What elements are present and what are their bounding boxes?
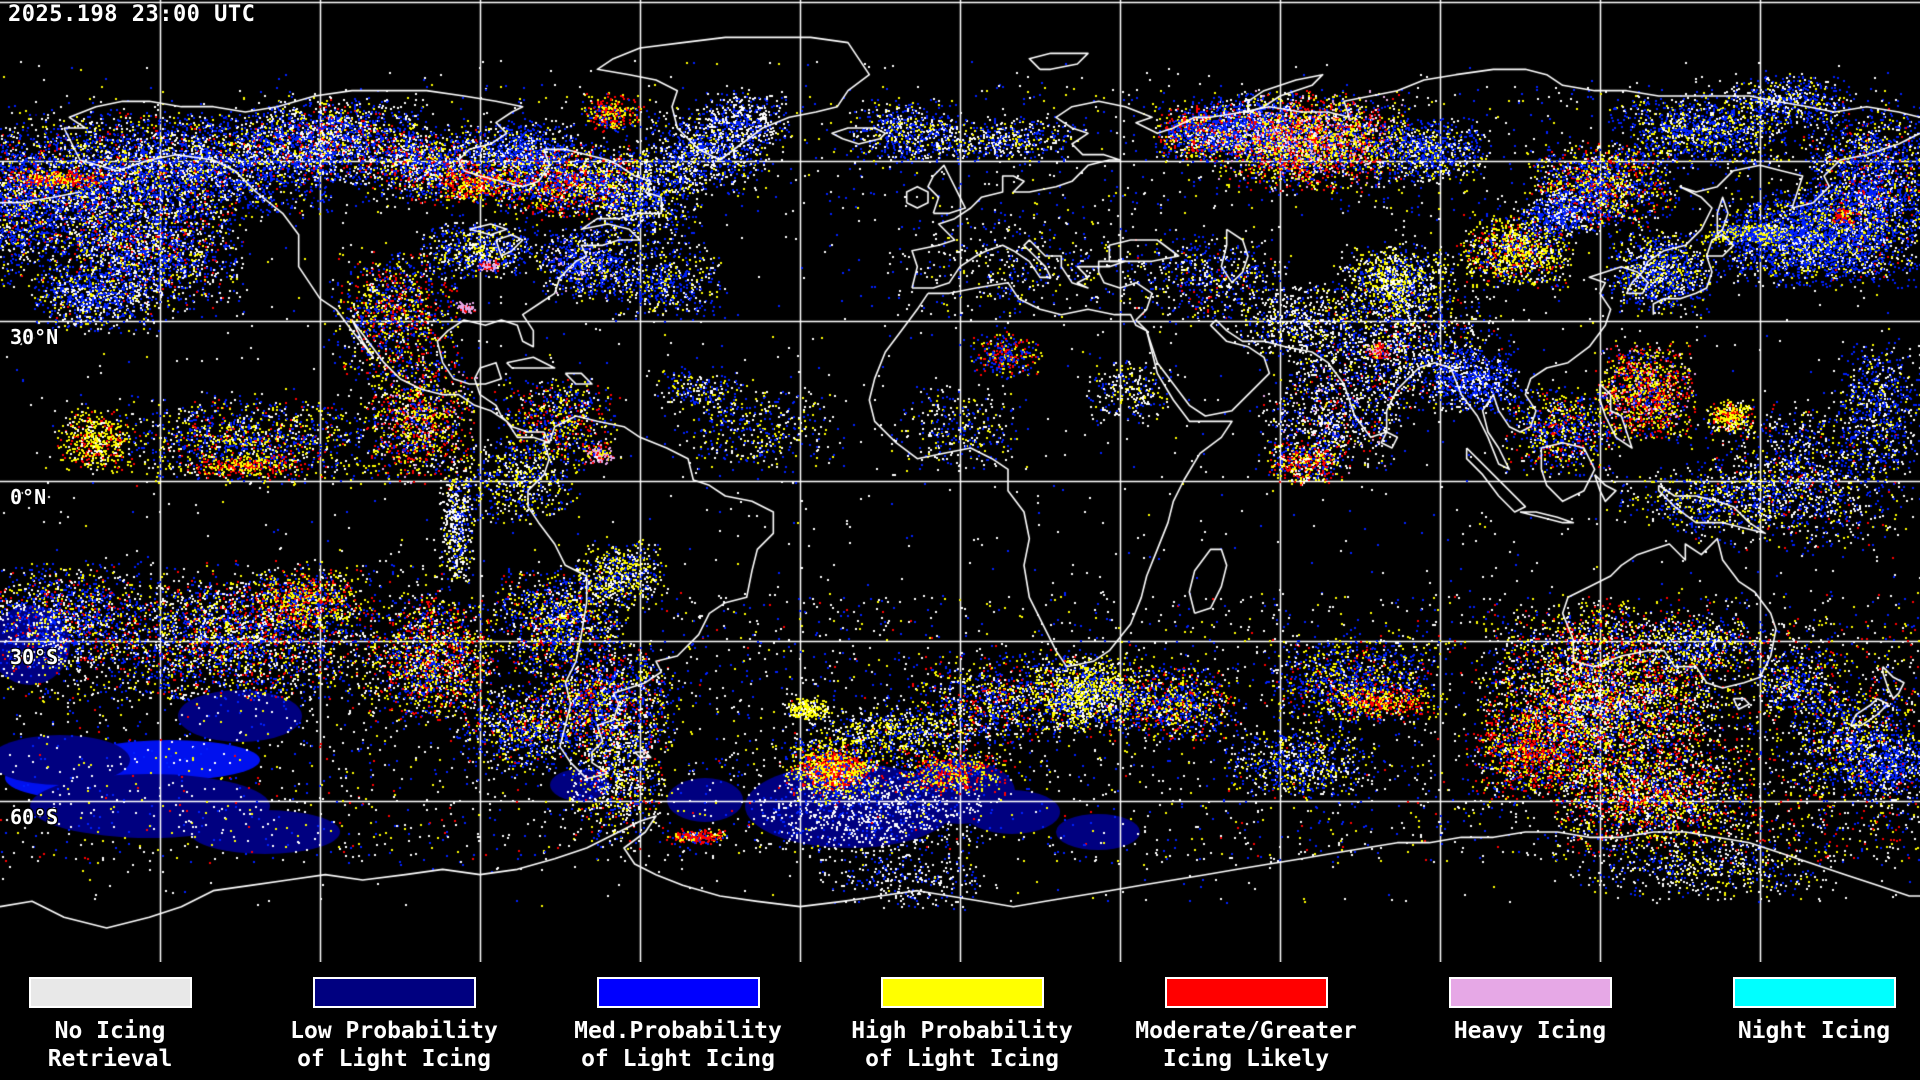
timestamp-label: 2025.198 23:00 UTC — [8, 2, 256, 27]
legend-label: Heavy Icing — [1453, 1018, 1607, 1044]
legend: No Icing Retrieval Low Probability of Lig… — [0, 962, 1920, 1080]
legend-swatch-no-icing-retrieval — [28, 977, 192, 1008]
legend-swatch-night-icing — [1732, 977, 1896, 1008]
legend-swatch-low-prob-light-icing — [312, 977, 476, 1008]
latitude-label: 60°S — [10, 805, 59, 829]
legend-label: Low Probability of Light Icing — [290, 1018, 498, 1072]
legend-swatch-moderate-greater-icing — [1164, 977, 1328, 1008]
world-icing-map: 2025.198 23:00 UTC 30°N 0°N 30°S 60°S — [0, 0, 1920, 962]
legend-label: Med.Probability of Light Icing — [574, 1018, 782, 1072]
legend-label: High Probability of Light Icing — [851, 1018, 1073, 1072]
legend-swatch-heavy-icing — [1448, 977, 1612, 1008]
latitude-label: 30°N — [10, 325, 59, 349]
latitude-label: 0°N — [10, 485, 47, 509]
legend-swatch-med-prob-light-icing — [596, 977, 760, 1008]
legend-item-heavy-icing: Heavy Icing — [1388, 977, 1672, 1045]
legend-item-high-prob-light-icing: High Probability of Light Icing — [820, 977, 1104, 1073]
legend-item-night-icing: Night Icing — [1672, 977, 1920, 1045]
legend-label: No Icing Retrieval — [47, 1018, 173, 1072]
legend-item-no-icing-retrieval: No Icing Retrieval — [0, 977, 252, 1073]
world-map-canvas — [0, 0, 1920, 962]
legend-item-moderate-greater-icing: Moderate/Greater Icing Likely — [1104, 977, 1388, 1073]
latitude-label: 30°S — [10, 645, 59, 669]
legend-item-med-prob-light-icing: Med.Probability of Light Icing — [536, 977, 820, 1073]
legend-swatch-high-prob-light-icing — [880, 977, 1044, 1008]
legend-label: Moderate/Greater Icing Likely — [1135, 1018, 1357, 1072]
legend-item-low-prob-light-icing: Low Probability of Light Icing — [252, 977, 536, 1073]
legend-label: Night Icing — [1737, 1018, 1891, 1044]
